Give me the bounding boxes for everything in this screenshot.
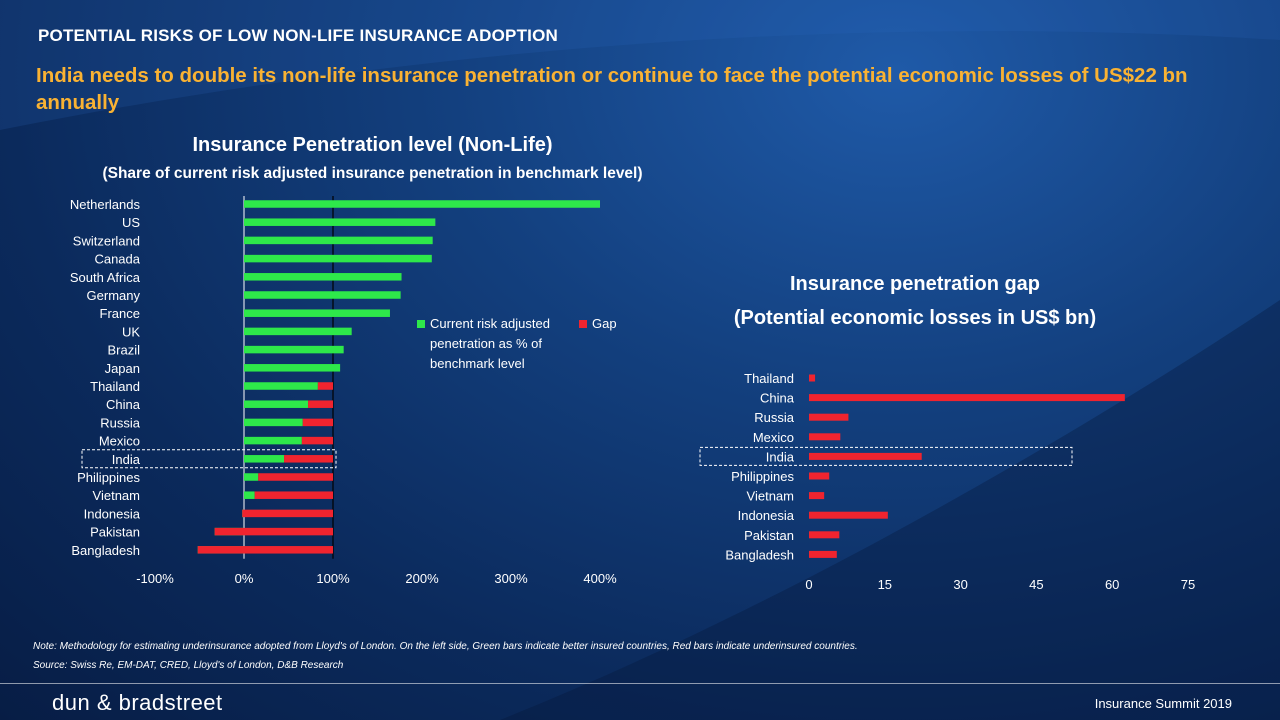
left-x-tick-2: 100% <box>316 571 350 586</box>
right-chart-title: Insurance penetration gap <box>789 273 1041 295</box>
right-bar-india <box>809 452 922 460</box>
left-category-label-france: France <box>100 306 140 321</box>
dun-bradstreet-logo: dun & bradstreet <box>52 690 223 715</box>
right-bar-pakistan <box>809 531 840 539</box>
left-chart-title: Insurance Penetration level (Non-Life) <box>192 134 553 156</box>
left-bar-gap-thailand <box>317 382 333 390</box>
right-category-label-vietnam: Vietnam <box>747 489 794 504</box>
right-category-label-bangladesh: Bangladesh <box>725 547 794 562</box>
legend-swatch-green <box>417 320 425 328</box>
left-bar-gap-india <box>284 455 333 463</box>
right-highlight-box <box>699 446 1073 466</box>
right-bar-vietnam <box>809 492 825 500</box>
left-category-label-south-africa: South Africa <box>70 270 141 285</box>
left-category-label-brazil: Brazil <box>107 343 140 358</box>
headline: India needs to double its non-life insur… <box>36 64 1188 114</box>
right-bar-china <box>809 394 1125 402</box>
legend-label-gap: Gap <box>592 316 617 331</box>
right-bar-indonesia <box>809 511 888 519</box>
right-category-label-indonesia: Indonesia <box>738 508 795 523</box>
left-category-label-mexico: Mexico <box>99 434 140 449</box>
left-bar-current-china <box>244 400 309 408</box>
left-bar-gap-russia <box>302 418 333 427</box>
right-x-tick-1: 15 <box>878 577 892 592</box>
left-bar-current-mexico <box>244 436 302 445</box>
legend-label-current: Current risk adjusted penetration as % o… <box>430 316 550 371</box>
left-x-tick-3: 200% <box>405 571 439 586</box>
left-category-label-switzerland: Switzerland <box>73 233 140 248</box>
left-x-tick-5: 400% <box>583 571 617 586</box>
left-bar-current-canada <box>244 254 432 263</box>
footer-divider <box>0 683 1280 684</box>
left-bar-gap-china <box>308 400 333 408</box>
left-bar-current-russia <box>244 418 303 427</box>
left-category-label-us: US <box>122 215 140 230</box>
left-category-label-russia: Russia <box>100 415 141 430</box>
left-category-label-thailand: Thailand <box>90 379 140 394</box>
left-category-label-pakistan: Pakistan <box>90 525 140 540</box>
left-bar-current-vietnam <box>244 491 255 499</box>
legend-swatch-red <box>579 320 587 328</box>
footnote: Note: Methodology for estimating underin… <box>33 641 858 652</box>
right-category-label-thailand: Thailand <box>744 371 794 386</box>
source-note: Source: Swiss Re, EM-DAT, CRED, Lloyd's … <box>33 660 344 671</box>
left-bar-gap-indonesia <box>242 509 333 518</box>
left-category-label-china: China <box>106 397 141 412</box>
left-chart-subtitle: (Share of current risk adjusted insuranc… <box>102 165 643 182</box>
left-bar-current-france <box>244 309 390 317</box>
left-bar-gap-mexico <box>301 436 333 445</box>
left-bar-current-germany <box>244 291 401 299</box>
right-bar-bangladesh <box>809 550 837 558</box>
right-x-tick-4: 60 <box>1105 577 1119 592</box>
right-bar-mexico <box>809 433 841 441</box>
left-bar-current-philippines <box>244 473 259 481</box>
left-category-label-indonesia: Indonesia <box>84 506 141 521</box>
right-bar-thailand <box>809 374 816 382</box>
left-category-label-philippines: Philippines <box>77 470 140 485</box>
left-bar-current-india <box>244 455 285 463</box>
left-category-label-vietnam: Vietnam <box>93 488 140 503</box>
left-bar-current-japan <box>244 364 341 372</box>
left-x-tick-1: 0% <box>235 571 254 586</box>
left-category-label-canada: Canada <box>94 252 140 267</box>
left-category-label-bangladesh: Bangladesh <box>71 543 140 558</box>
left-category-label-netherlands: Netherlands <box>70 197 141 212</box>
right-category-label-mexico: Mexico <box>753 430 794 445</box>
right-category-label-pakistan: Pakistan <box>744 528 794 543</box>
left-bar-gap-pakistan <box>214 527 333 536</box>
left-bar-current-us <box>244 218 436 226</box>
right-category-label-china: China <box>760 391 795 406</box>
left-bar-current-south-africa <box>244 273 402 281</box>
left-bar-gap-vietnam <box>254 491 333 499</box>
right-x-tick-2: 30 <box>953 577 967 592</box>
right-bar-philippines <box>809 472 830 480</box>
right-category-label-russia: Russia <box>754 410 795 425</box>
left-x-tick-0: -100% <box>136 571 174 586</box>
kicker-title: POTENTIAL RISKS OF LOW NON-LIFE INSURANC… <box>38 26 558 45</box>
left-x-tick-4: 300% <box>494 571 528 586</box>
left-category-label-germany: Germany <box>87 288 141 303</box>
left-category-label-india: India <box>112 452 141 467</box>
right-x-tick-3: 45 <box>1029 577 1043 592</box>
left-bar-gap-philippines <box>258 473 333 481</box>
right-category-label-india: India <box>766 449 795 464</box>
footer-event-name: Insurance Summit 2019 <box>1094 696 1232 711</box>
right-x-tick-5: 75 <box>1181 577 1195 592</box>
right-category-label-philippines: Philippines <box>731 469 794 484</box>
left-bar-current-netherlands <box>244 200 600 208</box>
left-category-label-japan: Japan <box>105 361 140 376</box>
left-bar-gap-bangladesh <box>197 546 333 554</box>
left-bar-current-uk <box>244 327 352 336</box>
left-category-label-uk: UK <box>122 324 140 339</box>
left-bar-current-switzerland <box>244 236 433 245</box>
left-highlight-box <box>81 449 337 469</box>
right-chart-subtitle: (Potential economic losses in US$ bn) <box>733 307 1097 329</box>
left-bar-current-thailand <box>244 382 318 390</box>
right-bar-russia <box>809 413 849 421</box>
left-bar-current-brazil <box>244 345 344 354</box>
right-x-tick-0: 0 <box>805 577 812 592</box>
